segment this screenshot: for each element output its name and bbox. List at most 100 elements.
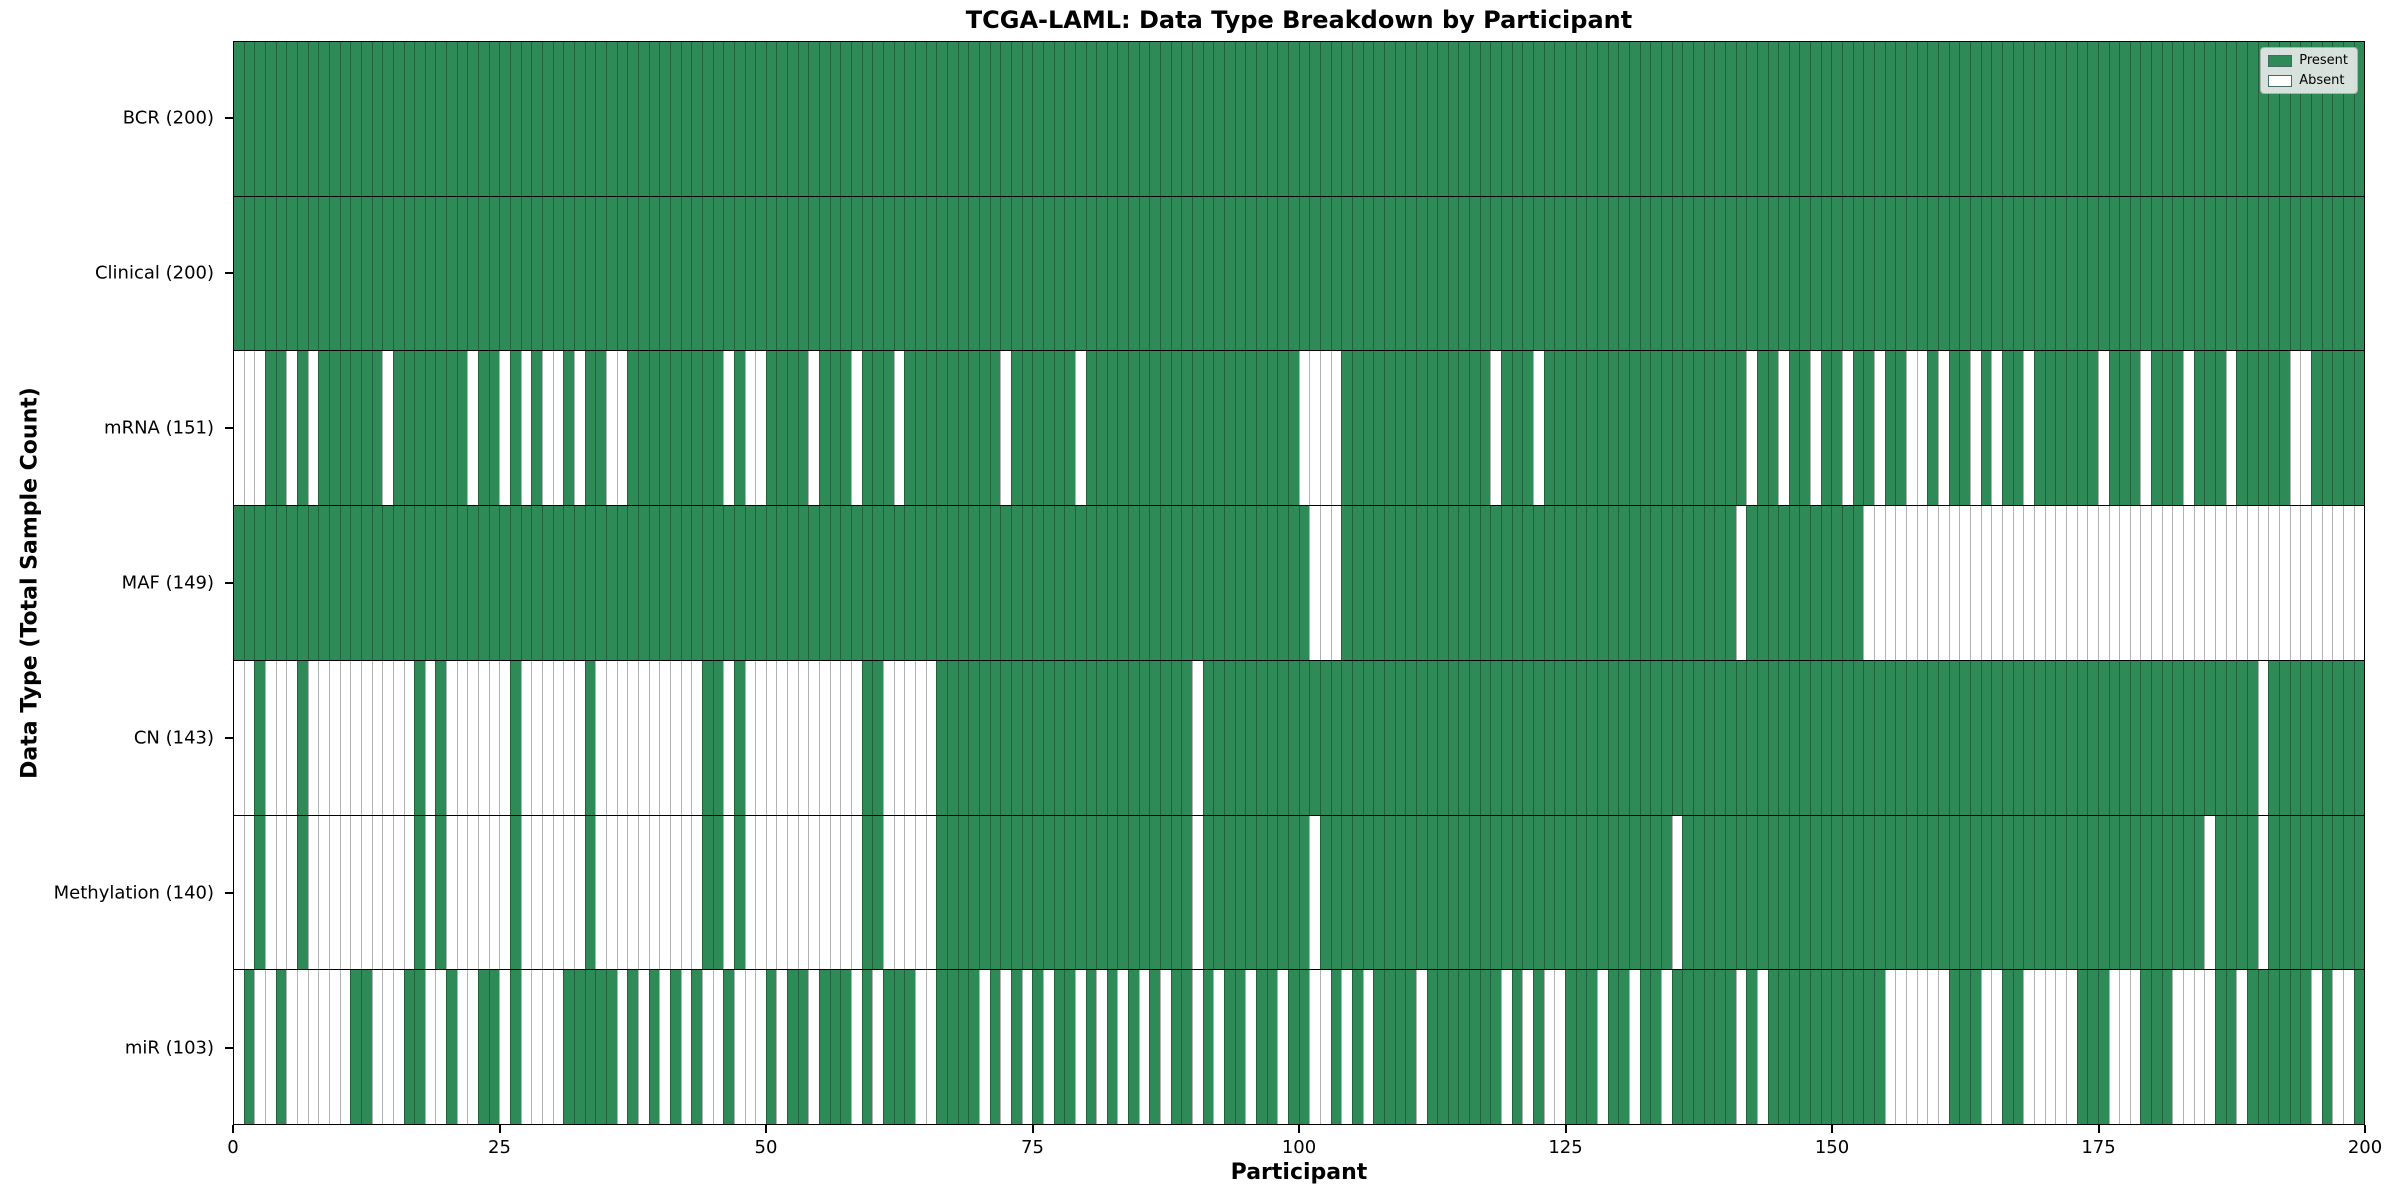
heatmap-cell xyxy=(467,351,479,506)
heatmap-cell xyxy=(584,660,596,815)
heatmap-cell xyxy=(2257,42,2269,196)
heatmap-cell xyxy=(1224,815,1235,970)
heatmap-cell xyxy=(2161,815,2173,970)
heatmap-cell xyxy=(2268,815,2279,970)
heatmap-cell xyxy=(1085,970,1097,1125)
heatmap-cell xyxy=(829,42,841,196)
heatmap-cell xyxy=(392,970,404,1125)
heatmap-cell xyxy=(765,506,777,660)
heatmap-cell xyxy=(1330,815,1342,970)
heatmap-cell xyxy=(350,42,361,196)
heatmap-cell xyxy=(382,42,393,196)
heatmap-cell xyxy=(1256,660,1267,815)
heatmap-cell xyxy=(1852,660,1864,815)
heatmap-cell xyxy=(925,970,937,1125)
heatmap-cell xyxy=(744,506,756,660)
heatmap-cell xyxy=(989,351,1001,506)
heatmap-cell xyxy=(637,351,649,506)
heatmap-cell xyxy=(1224,660,1235,815)
heatmap-cell xyxy=(1042,660,1054,815)
x-tick-mark xyxy=(765,1125,767,1133)
heatmap-cell xyxy=(1820,196,1832,351)
heatmap-cell xyxy=(1309,351,1320,506)
heatmap-cell xyxy=(1117,506,1129,660)
heatmap-cell xyxy=(978,351,990,506)
heatmap-cell xyxy=(382,506,393,660)
heatmap-cell xyxy=(1842,351,1853,506)
heatmap-cell xyxy=(1319,970,1331,1125)
heatmap-cell xyxy=(243,815,255,970)
heatmap-cell xyxy=(1927,970,1938,1125)
heatmap-cell xyxy=(2001,970,2013,1125)
heatmap-cell xyxy=(275,42,287,196)
heatmap-cell xyxy=(2300,351,2311,506)
heatmap-cell xyxy=(1874,506,1885,660)
heatmap-cell xyxy=(1969,970,1981,1125)
heatmap-cell xyxy=(1586,660,1597,815)
heatmap-cell xyxy=(2247,42,2258,196)
heatmap-cell xyxy=(701,196,713,351)
heatmap-cell xyxy=(946,42,958,196)
heatmap-cell xyxy=(1106,351,1118,506)
heatmap-cell xyxy=(1991,42,2002,196)
heatmap-cell xyxy=(1756,660,1768,815)
heatmap-cell xyxy=(2215,970,2226,1125)
heatmap-cell xyxy=(1767,660,1779,815)
heatmap-cell xyxy=(808,506,820,660)
heatmap-cell xyxy=(1309,42,1320,196)
heatmap-cell xyxy=(2065,42,2077,196)
heatmap-cell xyxy=(1192,506,1203,660)
heatmap-cell xyxy=(797,660,809,815)
heatmap-cell xyxy=(925,196,937,351)
heatmap-cell xyxy=(2108,660,2120,815)
heatmap-cell xyxy=(1671,42,1683,196)
heatmap-cell xyxy=(574,506,585,660)
heatmap-cell xyxy=(1287,660,1299,815)
heatmap-cell xyxy=(1895,815,1907,970)
heatmap-cell xyxy=(1671,196,1683,351)
heatmap-cell xyxy=(531,196,543,351)
heatmap-cell xyxy=(1149,660,1161,815)
heatmap-cell xyxy=(1799,506,1811,660)
x-tick-label-150: 150 xyxy=(1814,1137,1850,1158)
heatmap-cell xyxy=(1341,196,1352,351)
heatmap-cell xyxy=(531,351,543,506)
heatmap-cell xyxy=(542,970,553,1125)
heatmap-cell xyxy=(1565,506,1576,660)
legend-absent-swatch xyxy=(2268,74,2293,87)
heatmap-cell xyxy=(1778,196,1789,351)
heatmap-cell xyxy=(733,506,745,660)
heatmap-cell xyxy=(2161,351,2173,506)
heatmap-row-Clinical xyxy=(234,195,2365,351)
heatmap-cell xyxy=(307,506,319,660)
heatmap-cell xyxy=(1927,660,1938,815)
heatmap-cell xyxy=(659,351,670,506)
heatmap-cell xyxy=(1607,42,1619,196)
heatmap-cell xyxy=(520,506,532,660)
heatmap-cell xyxy=(1426,660,1438,815)
heatmap-cell xyxy=(1746,196,1757,351)
heatmap-cell xyxy=(1266,506,1278,660)
heatmap-cell xyxy=(1074,815,1086,970)
heatmap-cell xyxy=(616,506,628,660)
heatmap-cell xyxy=(1724,970,1736,1125)
heatmap-cell xyxy=(2012,196,2024,351)
heatmap-cell xyxy=(637,42,649,196)
heatmap-cell xyxy=(456,196,468,351)
heatmap-cell xyxy=(1756,351,1768,506)
heatmap-cell xyxy=(1415,660,1427,815)
heatmap-cell xyxy=(1618,506,1629,660)
heatmap-cell xyxy=(1778,351,1789,506)
heatmap-cell xyxy=(1703,351,1715,506)
heatmap-cell xyxy=(1682,42,1693,196)
heatmap-cell xyxy=(712,506,724,660)
heatmap-cell xyxy=(531,506,543,660)
heatmap-cell xyxy=(510,815,521,970)
heatmap-cell xyxy=(254,196,265,351)
heatmap-cell xyxy=(1810,506,1821,660)
heatmap-cell xyxy=(1767,42,1779,196)
heatmap-cell xyxy=(2001,42,2013,196)
heatmap-cell xyxy=(1543,970,1555,1125)
heatmap-cell xyxy=(946,196,958,351)
heatmap-cell xyxy=(1703,506,1715,660)
